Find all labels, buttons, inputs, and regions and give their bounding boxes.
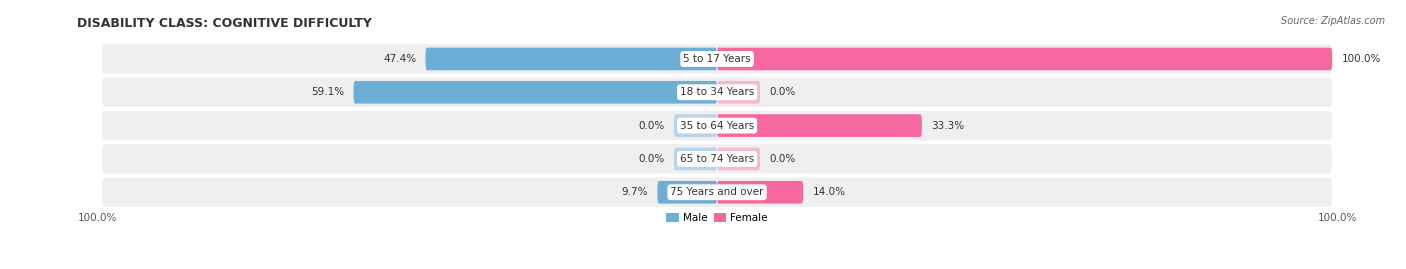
FancyBboxPatch shape	[717, 81, 761, 104]
FancyBboxPatch shape	[103, 178, 1333, 207]
FancyBboxPatch shape	[717, 148, 761, 170]
Text: 5 to 17 Years: 5 to 17 Years	[683, 54, 751, 64]
Text: 59.1%: 59.1%	[311, 87, 344, 97]
Legend: Male, Female: Male, Female	[666, 213, 768, 223]
FancyBboxPatch shape	[673, 148, 717, 170]
FancyBboxPatch shape	[673, 114, 717, 137]
Text: 65 to 74 Years: 65 to 74 Years	[681, 154, 754, 164]
FancyBboxPatch shape	[353, 81, 717, 104]
Text: 33.3%: 33.3%	[931, 121, 965, 130]
FancyBboxPatch shape	[717, 48, 1333, 70]
FancyBboxPatch shape	[658, 181, 717, 204]
Text: 47.4%: 47.4%	[384, 54, 416, 64]
Text: 0.0%: 0.0%	[769, 87, 796, 97]
Text: DISABILITY CLASS: COGNITIVE DIFFICULTY: DISABILITY CLASS: COGNITIVE DIFFICULTY	[77, 17, 373, 30]
FancyBboxPatch shape	[103, 44, 1333, 74]
Text: 100.0%: 100.0%	[77, 213, 117, 223]
Text: 0.0%: 0.0%	[638, 121, 665, 130]
FancyBboxPatch shape	[103, 77, 1333, 107]
FancyBboxPatch shape	[426, 48, 717, 70]
Text: Source: ZipAtlas.com: Source: ZipAtlas.com	[1281, 16, 1385, 26]
Text: 100.0%: 100.0%	[1317, 213, 1357, 223]
Text: 75 Years and over: 75 Years and over	[671, 187, 763, 197]
FancyBboxPatch shape	[717, 181, 803, 204]
Text: 14.0%: 14.0%	[813, 187, 845, 197]
FancyBboxPatch shape	[103, 111, 1333, 140]
FancyBboxPatch shape	[717, 114, 922, 137]
Text: 18 to 34 Years: 18 to 34 Years	[681, 87, 754, 97]
Text: 9.7%: 9.7%	[621, 187, 648, 197]
Text: 0.0%: 0.0%	[769, 154, 796, 164]
Text: 100.0%: 100.0%	[1341, 54, 1381, 64]
Text: 0.0%: 0.0%	[638, 154, 665, 164]
Text: 35 to 64 Years: 35 to 64 Years	[681, 121, 754, 130]
FancyBboxPatch shape	[103, 144, 1333, 174]
